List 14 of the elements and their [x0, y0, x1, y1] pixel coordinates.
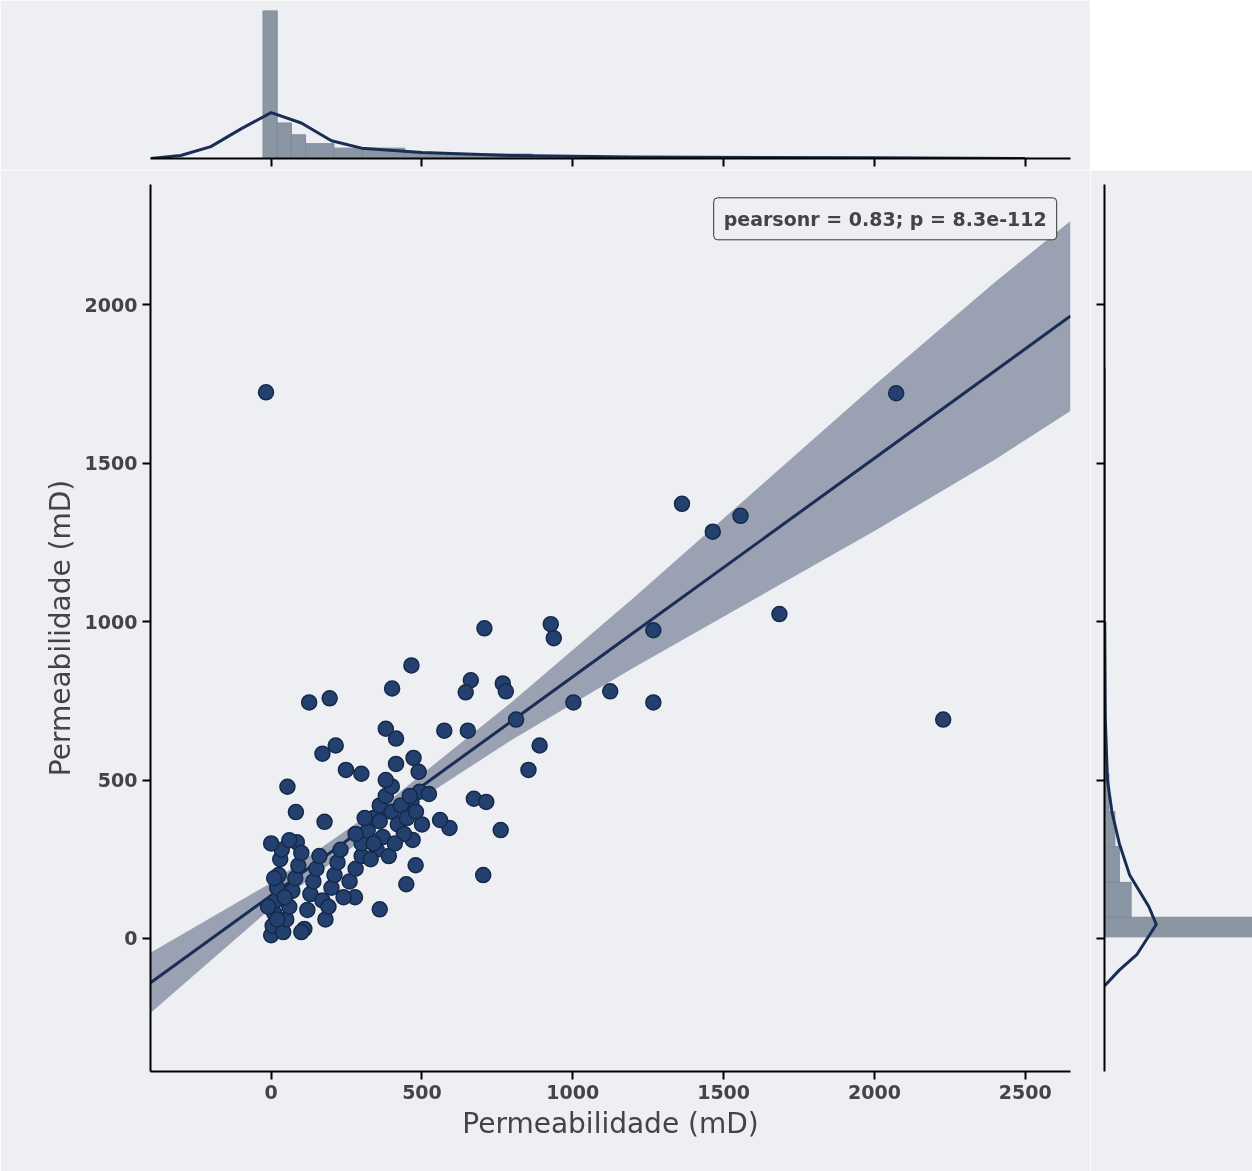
y-tick-label: 0 — [124, 927, 138, 950]
x-tick-label: 2500 — [998, 1080, 1052, 1103]
y-tick-label: 1000 — [84, 610, 138, 633]
x-axis-title: Permeabilidade (mD) — [462, 1106, 759, 1140]
y-tick-label: 500 — [97, 769, 138, 792]
x-tick-label: 0 — [264, 1080, 278, 1103]
y-axis-title: Permeabilidade (mD) — [43, 479, 77, 777]
y-tick-label: 2000 — [84, 293, 138, 316]
annotation: pearsonr = 0.83; p = 8.3e-112 — [723, 207, 1047, 230]
x-tick-label: 1000 — [546, 1080, 600, 1103]
x-tick-label: 1500 — [697, 1080, 751, 1103]
x-tick-label: 500 — [402, 1080, 442, 1103]
y-tick-label: 1500 — [84, 452, 138, 475]
x-tick-label: 2000 — [847, 1080, 901, 1103]
